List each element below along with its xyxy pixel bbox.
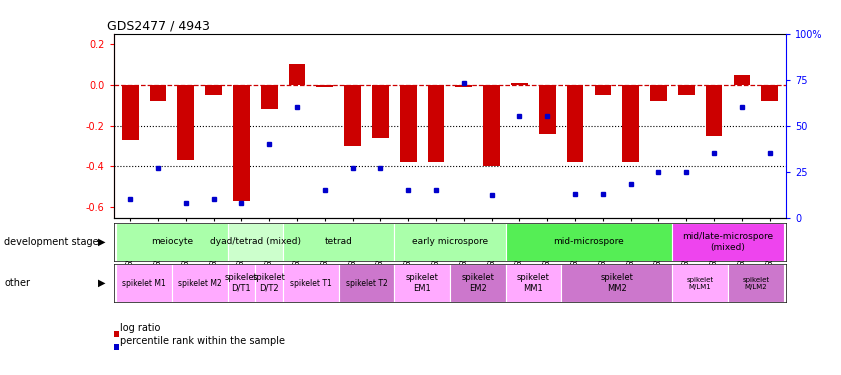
- Bar: [706, 85, 722, 136]
- Bar: [539, 85, 556, 134]
- Bar: [394, 264, 450, 302]
- Bar: [428, 85, 444, 162]
- Text: early microspore: early microspore: [412, 237, 488, 246]
- Bar: [205, 85, 222, 95]
- Bar: [283, 223, 394, 261]
- Bar: [511, 83, 528, 85]
- Bar: [399, 85, 416, 162]
- Bar: [595, 85, 611, 95]
- Text: spikelet M2: spikelet M2: [177, 279, 221, 288]
- Bar: [456, 85, 472, 87]
- Bar: [672, 223, 784, 261]
- Bar: [678, 85, 695, 95]
- Bar: [484, 85, 500, 166]
- Bar: [261, 85, 278, 109]
- Bar: [150, 85, 167, 101]
- Bar: [233, 85, 250, 201]
- Text: other: other: [4, 278, 30, 288]
- Text: dyad/tetrad (mixed): dyad/tetrad (mixed): [209, 237, 301, 246]
- Bar: [567, 85, 584, 162]
- Text: mid/late-microspore
(mixed): mid/late-microspore (mixed): [682, 232, 774, 252]
- Bar: [761, 85, 778, 101]
- Bar: [728, 264, 784, 302]
- Bar: [116, 264, 172, 302]
- Text: spikelet T1: spikelet T1: [290, 279, 332, 288]
- Bar: [172, 264, 228, 302]
- Bar: [650, 85, 667, 101]
- Bar: [561, 264, 672, 302]
- Bar: [450, 264, 505, 302]
- Text: spikelet
M/LM2: spikelet M/LM2: [743, 277, 770, 290]
- Bar: [288, 64, 305, 85]
- Bar: [177, 85, 194, 160]
- Bar: [316, 85, 333, 87]
- Bar: [339, 264, 394, 302]
- Text: log ratio: log ratio: [119, 323, 160, 333]
- Text: spikelet
D/T2: spikelet D/T2: [253, 273, 286, 293]
- Bar: [505, 223, 672, 261]
- Text: meiocyte: meiocyte: [151, 237, 193, 246]
- Text: spikelet
MM2: spikelet MM2: [600, 273, 633, 293]
- Bar: [672, 264, 728, 302]
- Text: spikelet
D/T1: spikelet D/T1: [225, 273, 258, 293]
- Bar: [283, 264, 339, 302]
- Text: spikelet
MM1: spikelet MM1: [517, 273, 550, 293]
- Bar: [622, 85, 639, 162]
- Text: spikelet
EM2: spikelet EM2: [462, 273, 495, 293]
- Text: percentile rank within the sample: percentile rank within the sample: [119, 336, 284, 346]
- Bar: [256, 264, 283, 302]
- Bar: [733, 75, 750, 85]
- Text: ▶: ▶: [98, 237, 105, 247]
- Bar: [372, 85, 389, 138]
- Text: spikelet
EM1: spikelet EM1: [405, 273, 438, 293]
- Text: spikelet M1: spikelet M1: [122, 279, 166, 288]
- Bar: [344, 85, 361, 146]
- Text: spikelet
M/LM1: spikelet M/LM1: [686, 277, 714, 290]
- Text: development stage: development stage: [4, 237, 99, 247]
- Bar: [505, 264, 561, 302]
- Bar: [394, 223, 505, 261]
- Text: tetrad: tetrad: [325, 237, 352, 246]
- Text: mid-microspore: mid-microspore: [553, 237, 624, 246]
- Bar: [228, 264, 256, 302]
- Text: ▶: ▶: [98, 278, 105, 288]
- Bar: [228, 223, 283, 261]
- Text: GDS2477 / 4943: GDS2477 / 4943: [107, 20, 209, 33]
- Text: spikelet T2: spikelet T2: [346, 279, 388, 288]
- Bar: [116, 223, 228, 261]
- Bar: [122, 85, 139, 140]
